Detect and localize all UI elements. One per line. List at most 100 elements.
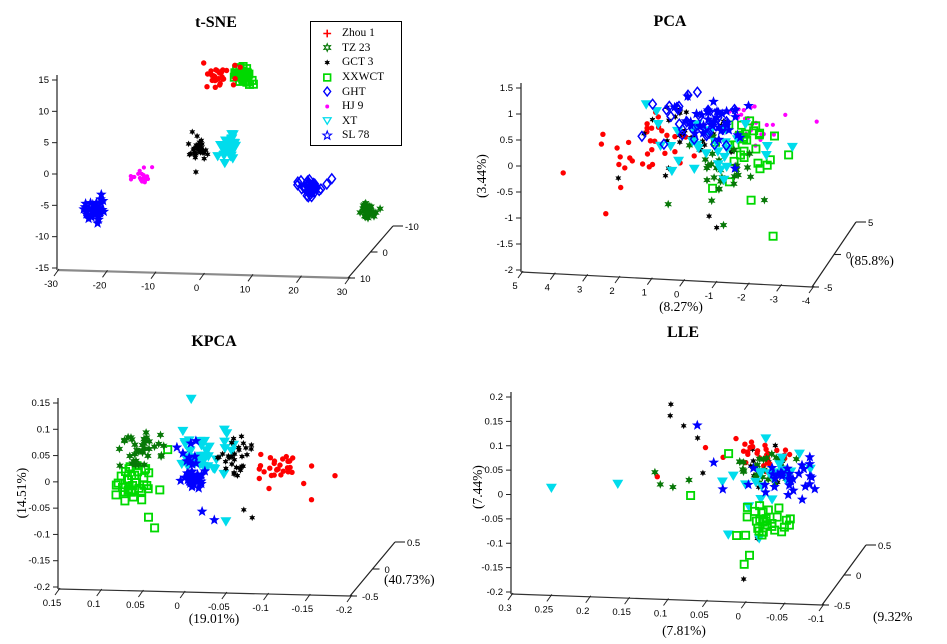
pca-plot: 1.5 1 0.5 0 -0.5 -1 -1.5 -2 5 4 3 2 1 0 -1 -2 -3 -4 -5 0 5: [497, 83, 873, 307]
tick-label: 0: [846, 251, 851, 262]
kpca-zaxis-label: (40.73%): [384, 572, 435, 587]
tick-label: -0.1: [487, 538, 503, 549]
pca-yaxis-label: (3.44%): [474, 154, 489, 198]
legend-label: SL 78: [342, 129, 370, 142]
pca-points-zhou1: [560, 109, 697, 217]
triangle-down-icon: [322, 117, 333, 126]
tick-label: 0: [498, 490, 503, 501]
x-axis: [57, 588, 351, 597]
tick-label: 0.05: [126, 600, 145, 611]
tick-label: 0.1: [654, 609, 667, 620]
tick-label: -15: [35, 263, 49, 274]
tick-label: 0: [385, 565, 390, 576]
tick-label: -1: [705, 291, 713, 302]
tsne-points-sl78: [78, 188, 110, 228]
pca-zaxis-label: (85.8%): [850, 253, 894, 268]
kpca-yaxis-label: (14.51%): [14, 467, 29, 519]
tick-label: -2: [737, 293, 745, 304]
tick-label: 1.5: [500, 83, 513, 94]
tick-label: 1: [508, 109, 513, 120]
legend-item-gct3: GCT 3: [318, 55, 401, 70]
tick-label: -0.2: [487, 587, 503, 598]
tick-label: 0.1: [37, 424, 50, 435]
legend-item-xxwct: XXWCT: [318, 70, 401, 85]
tick-label: -20: [93, 280, 107, 291]
lle-zaxis-label: (9.32%: [873, 609, 913, 624]
tick-label: -0.5: [497, 187, 513, 198]
tick-label: -0.15: [481, 563, 503, 574]
lle-yaxis-label: (7.44%): [470, 465, 485, 509]
legend-item-xt: XT: [318, 114, 401, 129]
tick-label: 0: [45, 477, 50, 488]
tsne-title: t-SNE: [195, 14, 237, 31]
tick-label: 5: [512, 281, 517, 292]
kpca-xaxis-label: (19.01%): [188, 611, 240, 626]
tick-label: 0.05: [32, 451, 51, 462]
tick-label: -0.05: [766, 613, 788, 624]
tick-label: 0.5: [407, 538, 420, 549]
star-icon: [321, 129, 333, 141]
tick-label: 30: [337, 287, 348, 298]
pca-points-tz23: [664, 132, 769, 230]
tick-label: -1.5: [497, 239, 513, 250]
tick-label: -0.05: [28, 503, 50, 514]
legend-item-hj9: HJ 9: [318, 99, 401, 114]
diamond-icon: [322, 86, 332, 98]
kpca-points-zhou1: [256, 451, 338, 503]
plus-icon: [323, 29, 332, 38]
tick-label: 0: [736, 611, 741, 622]
tick-label: 2: [609, 286, 614, 297]
legend-label: XT: [342, 114, 358, 127]
tick-label: -0.2: [34, 582, 50, 593]
kpca-plot: 0.15 0.1 0.05 0 -0.05 -0.1 -0.15 -0.2 0.15 0.1 0.0…: [28, 394, 420, 616]
tick-label: -0.05: [481, 514, 503, 525]
tick-label: 0.15: [612, 607, 631, 618]
tick-label: -1: [505, 213, 513, 224]
tick-label: 0: [508, 161, 513, 172]
tick-label: 0.3: [498, 603, 511, 614]
tick-label: 10: [360, 274, 371, 285]
tick-label: 0.5: [500, 135, 513, 146]
kpca-title: KPCA: [191, 333, 237, 350]
kpca-points-sl78: [171, 435, 220, 525]
tick-label: 0: [856, 571, 861, 582]
tsne-plot: 15 10 5 0 -5 -10 -15 -30 -20 -10 0 10 20 30 10 0 -10: [35, 60, 419, 298]
legend-label: GCT 3: [342, 56, 374, 69]
tick-label: 0: [44, 169, 49, 180]
lle-title: LLE: [666, 324, 700, 341]
tick-label: 0: [174, 601, 179, 612]
lle-plot: 0.2 0.15 0.1 0.05 0 -0.05 -0.1 -0.15 -0.2 0.3 0.25…: [481, 392, 891, 625]
tick-label: -5: [824, 283, 832, 294]
tick-label: 0.1: [490, 441, 503, 452]
tick-label: 4: [545, 283, 550, 294]
legend: Zhou 1 TZ 23 GCT 3 XXWCT GHT HJ 9 XT SL 78: [310, 21, 402, 146]
tick-label: -0.1: [808, 614, 824, 625]
tsne-points-zhou1: [201, 60, 243, 90]
tick-label: 0: [674, 289, 679, 300]
square-icon: [323, 72, 332, 82]
tick-label: -4: [802, 296, 810, 307]
lle-points-xxwct: [686, 449, 795, 569]
legend-label: XXWCT: [342, 71, 385, 84]
legend-label: Zhou 1: [342, 27, 375, 40]
tick-label: 5: [868, 218, 873, 229]
tick-label: 0.5: [878, 541, 891, 552]
dot-icon: [325, 104, 330, 109]
tick-label: 10: [38, 106, 49, 117]
tick-label: -10: [35, 232, 49, 243]
tsne-points-ght: [292, 172, 337, 203]
tick-label: 3: [577, 284, 582, 295]
legend-label: TZ 23: [342, 41, 371, 54]
tick-label: -5: [41, 200, 49, 211]
tick-label: 0.25: [535, 604, 554, 615]
tick-label: -0.2: [336, 605, 352, 616]
tick-label: 0: [383, 248, 388, 259]
pca-points-sl78: [669, 90, 754, 173]
tick-label: 15: [38, 75, 49, 86]
tick-label: 0.05: [690, 610, 709, 621]
tick-label: -2: [505, 265, 513, 276]
lle-points-gct3: [667, 400, 793, 583]
legend-item-tz23: TZ 23: [318, 41, 401, 56]
lle-xaxis-label: (7.81%): [662, 623, 706, 638]
